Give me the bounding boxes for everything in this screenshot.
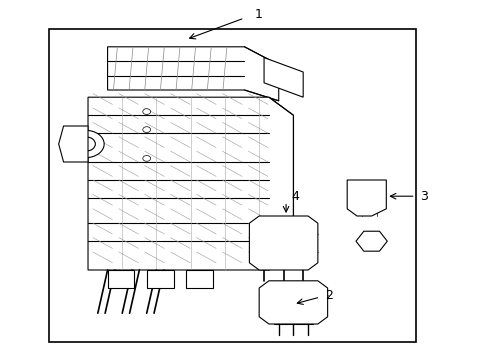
Polygon shape — [88, 97, 293, 270]
Text: 4: 4 — [290, 190, 298, 203]
Circle shape — [142, 109, 150, 114]
Circle shape — [142, 127, 150, 132]
Polygon shape — [107, 270, 134, 288]
Polygon shape — [355, 231, 386, 251]
Polygon shape — [185, 270, 212, 288]
Polygon shape — [346, 180, 386, 216]
Polygon shape — [107, 47, 278, 101]
Polygon shape — [264, 58, 303, 97]
Circle shape — [76, 137, 95, 151]
Polygon shape — [146, 270, 173, 288]
Bar — [49, 29, 415, 342]
Polygon shape — [259, 281, 327, 324]
Circle shape — [142, 156, 150, 161]
Text: 1: 1 — [254, 8, 262, 21]
Polygon shape — [59, 126, 88, 162]
Text: 2: 2 — [325, 289, 332, 302]
Polygon shape — [249, 216, 317, 270]
Circle shape — [67, 130, 104, 158]
Text: 3: 3 — [420, 190, 427, 203]
Circle shape — [359, 232, 383, 250]
